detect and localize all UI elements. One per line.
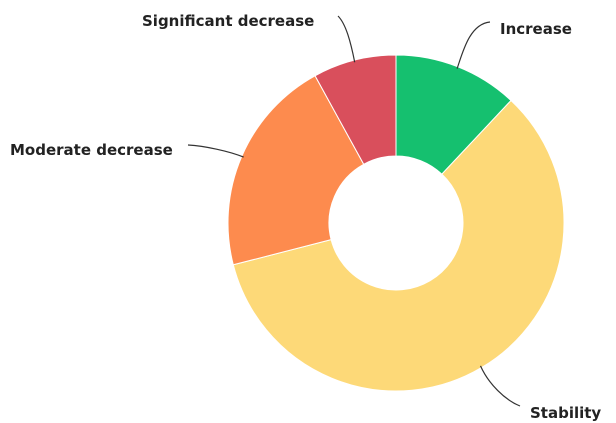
label-increase: Increase (500, 20, 572, 38)
leader-lines (187, 15, 521, 407)
label-significant-decrease: Significant decrease (142, 12, 314, 30)
leader-moderate-decrease (187, 144, 244, 158)
leader-stability (479, 365, 521, 407)
slice-significant-decrease (314, 54, 397, 165)
donut-slices (227, 54, 565, 392)
slice-moderate-decrease (227, 75, 365, 266)
label-stability: Stability (530, 404, 601, 422)
leader-increase (456, 21, 491, 69)
leader-significant-decrease (337, 15, 356, 63)
slice-stability (232, 99, 565, 392)
label-moderate-decrease: Moderate decrease (10, 141, 173, 159)
slice-labels: Increase Stability Moderate decrease Sig… (10, 12, 601, 422)
